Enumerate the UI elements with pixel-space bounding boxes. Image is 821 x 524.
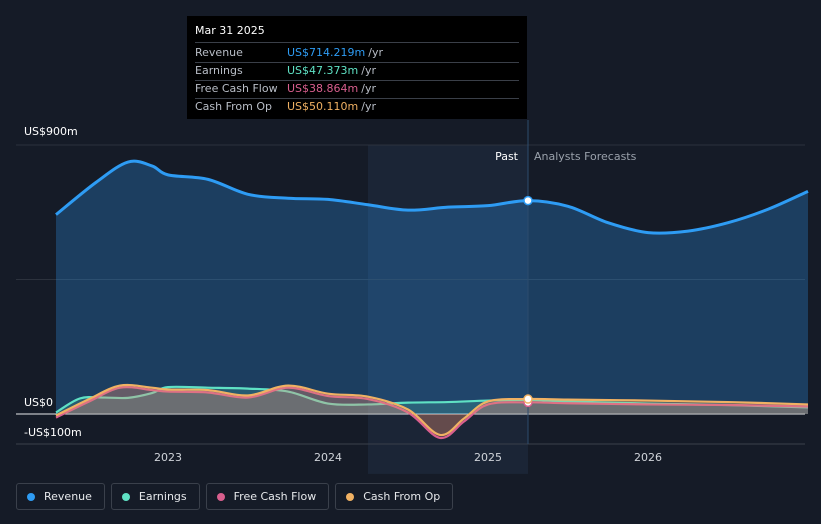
legend-label: Free Cash Flow xyxy=(233,490,317,503)
tooltip-unit: /yr xyxy=(361,64,376,77)
legend: Revenue Earnings Free Cash Flow Cash Fro… xyxy=(16,483,454,510)
revenue-line xyxy=(55,159,809,235)
legend-label: Revenue xyxy=(44,490,92,503)
earnings-area xyxy=(56,386,808,414)
legend-item-earnings[interactable]: Earnings xyxy=(110,483,200,510)
tooltip-unit: /yr xyxy=(368,46,383,59)
cash-from-op-area xyxy=(56,384,808,436)
tooltip: Mar 31 2025 Revenue US$714.219m /yr Earn… xyxy=(187,16,527,119)
revenue-marker xyxy=(523,195,533,206)
tooltip-label: Free Cash Flow xyxy=(195,82,278,95)
cash-from-op-marker xyxy=(523,394,533,404)
tooltip-value: US$38.864m xyxy=(287,82,359,95)
tooltip-value: US$714.219m xyxy=(287,46,366,59)
tooltip-unit: /yr xyxy=(361,82,376,95)
past-highlight-band xyxy=(368,145,528,474)
legend-label: Earnings xyxy=(138,490,187,503)
free-cash-flow-dot-icon xyxy=(216,492,225,501)
x-tick-label: 2025 xyxy=(474,451,502,464)
y-tick-label: -US$100m xyxy=(24,426,82,439)
earnings-dot-icon xyxy=(121,492,130,501)
tooltip-label: Revenue xyxy=(195,46,243,59)
tooltip-value: US$50.110m xyxy=(287,100,359,113)
earnings-line xyxy=(55,385,809,414)
x-tick-label: 2023 xyxy=(154,451,182,464)
tooltip-unit: /yr xyxy=(361,100,376,113)
tooltip-row-revenue: Revenue US$714.219m /yr xyxy=(195,45,519,63)
tooltip-row-free-cash-flow: Free Cash Flow US$38.864m /yr xyxy=(195,81,519,99)
cash-from-op-line xyxy=(55,383,809,437)
cash-from-op-dot-icon xyxy=(346,492,355,501)
legend-item-revenue[interactable]: Revenue xyxy=(16,483,105,510)
tooltip-label: Earnings xyxy=(195,64,243,77)
x-tick-label: 2024 xyxy=(314,451,342,464)
tooltip-value: US$47.373m xyxy=(287,64,359,77)
free-cash-flow-area xyxy=(56,387,808,439)
revenue-dot-icon xyxy=(27,492,35,501)
legend-item-cash-from-op[interactable]: Cash From Op xyxy=(335,483,454,510)
x-tick-label: 2026 xyxy=(634,451,662,464)
revenue-area xyxy=(56,161,808,414)
legend-label: Cash From Op xyxy=(363,490,441,503)
tooltip-row-cash-from-op: Cash From Op US$50.110m /yr xyxy=(195,99,519,116)
y-tick-label: US$0 xyxy=(24,396,53,409)
tooltip-row-earnings: Earnings US$47.373m /yr xyxy=(195,63,519,81)
y-tick-label: US$900m xyxy=(24,125,78,138)
free-cash-flow-line xyxy=(55,386,809,440)
forecast-label: Analysts Forecasts xyxy=(534,150,637,163)
tooltip-date: Mar 31 2025 xyxy=(195,24,519,43)
tooltip-label: Cash From Op xyxy=(195,100,273,113)
past-label: Past xyxy=(495,150,519,163)
legend-item-free-cash-flow[interactable]: Free Cash Flow xyxy=(205,483,330,510)
